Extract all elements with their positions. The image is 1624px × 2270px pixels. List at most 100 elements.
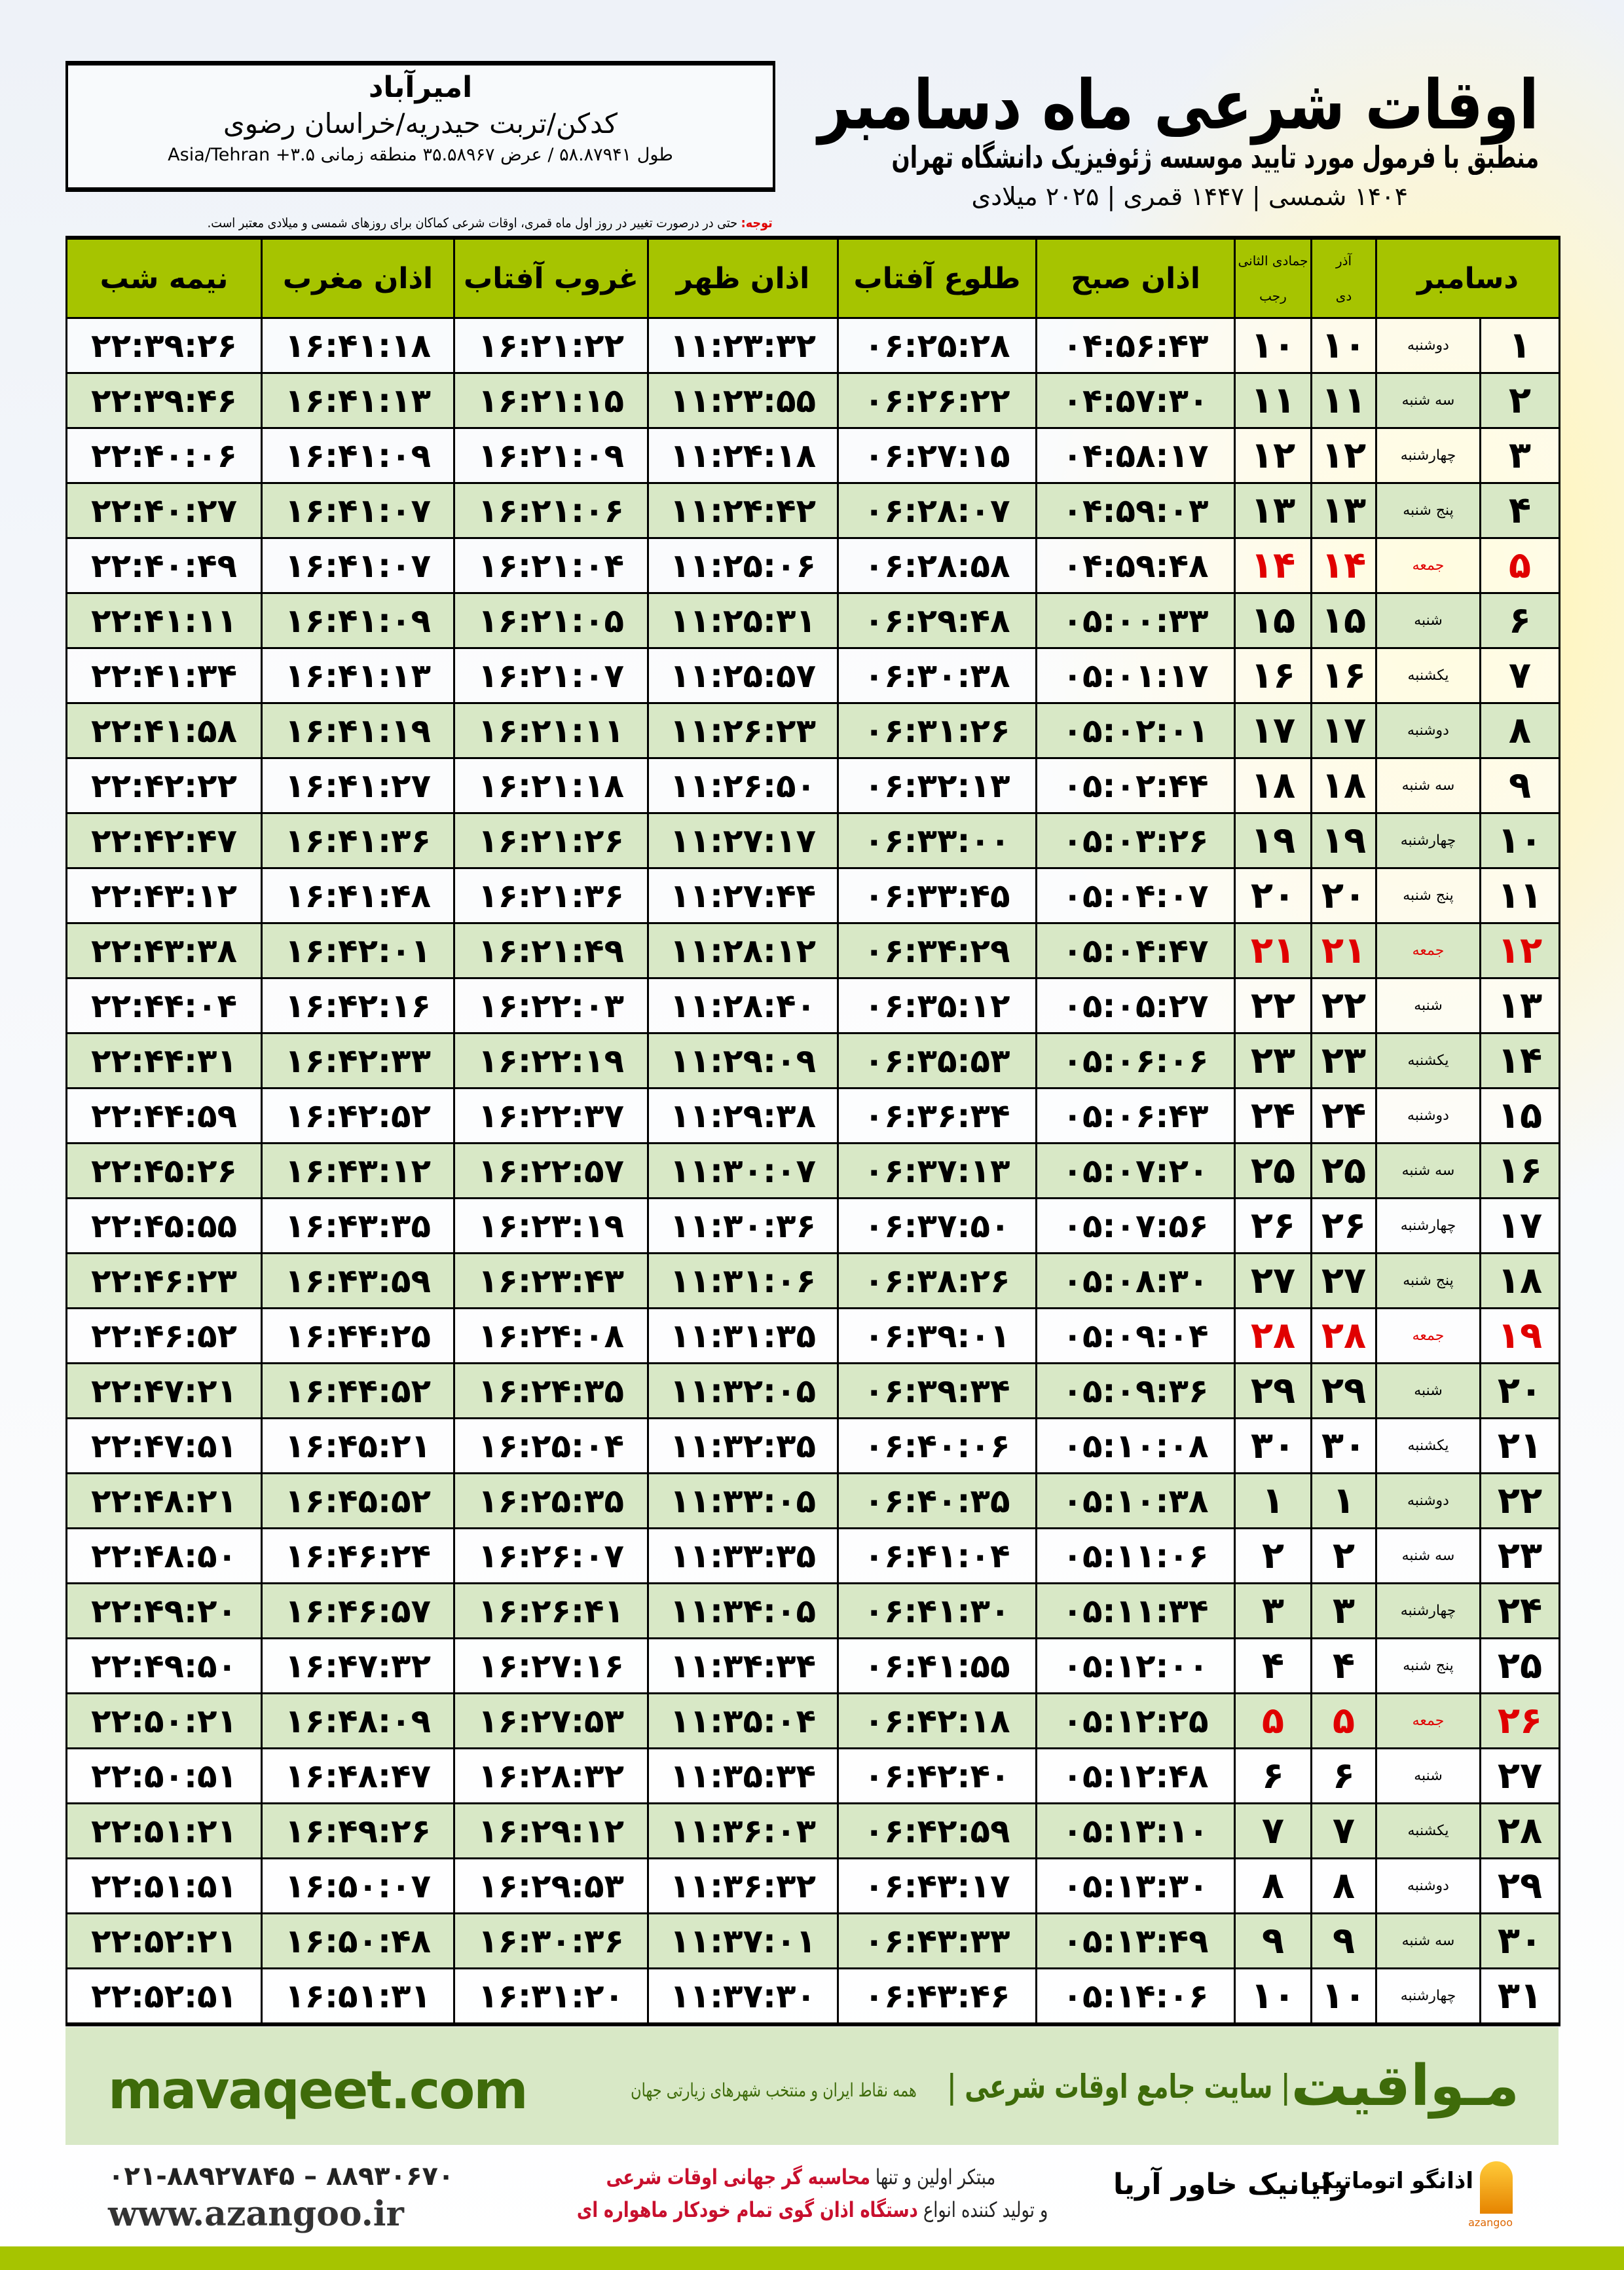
day-number: ۱۹ (1479, 1307, 1561, 1364)
header-qamari-month1: جمادی الثانی (1238, 253, 1308, 269)
qamari-day: ۱۰ (1234, 1967, 1312, 2026)
midnight-time: ۲۲:۴۹:۵۰ (65, 1637, 263, 1694)
day-number: ۱۳ (1479, 977, 1561, 1034)
maghrib-time: ۱۶:۴۳:۳۵ (261, 1197, 455, 1254)
day-number: ۲ (1479, 372, 1561, 429)
sunset-time: ۱۶:۲۲:۳۷ (453, 1087, 649, 1144)
midnight-time: ۲۲:۵۲:۵۱ (65, 1967, 263, 2026)
shamsi-day: ۱۱ (1310, 372, 1377, 429)
mavaqeet-url[interactable]: mavaqeet.com (108, 2060, 528, 2121)
day-number: ۴ (1479, 482, 1561, 539)
shamsi-day: ۳۰ (1310, 1417, 1377, 1474)
dhuhr-time: ۱۱:۳۲:۰۵ (647, 1362, 839, 1419)
maghrib-time: ۱۶:۴۵:۲۱ (261, 1417, 455, 1474)
sunrise-time: ۰۶:۴۲:۴۰ (837, 1747, 1037, 1804)
note-label: توجه: (741, 215, 773, 231)
shamsi-day: ۲۸ (1310, 1307, 1377, 1364)
day-number: ۱۶ (1479, 1142, 1561, 1199)
qamari-day: ۱۲ (1234, 427, 1312, 484)
table-row: ۹ سه شنبه ۱۸ ۱۸ ۰۵:۰۲:۴۴ ۰۶:۳۲:۱۳ ۱۱:۲۶:۵۰ ۱۶:۲… (65, 757, 1561, 814)
day-number: ۱ (1479, 317, 1561, 374)
sunset-time: ۱۶:۲۶:۴۱ (453, 1582, 649, 1639)
header-midnight: نیمه شب (65, 236, 263, 319)
fajr-time: ۰۵:۱۲:۲۵ (1035, 1692, 1236, 1749)
sunrise-time: ۰۶:۲۸:۰۷ (837, 482, 1037, 539)
maghrib-time: ۱۶:۴۱:۲۷ (261, 757, 455, 814)
maghrib-time: ۱۶:۴۲:۳۳ (261, 1032, 455, 1089)
sunrise-time: ۰۶:۲۵:۲۸ (837, 317, 1037, 374)
midnight-time: ۲۲:۴۲:۲۲ (65, 757, 263, 814)
qamari-day: ۱۶ (1234, 647, 1312, 704)
qamari-day: ۲۰ (1234, 867, 1312, 924)
qamari-day: ۱۸ (1234, 757, 1312, 814)
dhuhr-time: ۱۱:۳۳:۳۵ (647, 1527, 839, 1584)
table-row: ۲۵ پنج شنبه ۴ ۴ ۰۵:۱۲:۰۰ ۰۶:۴۱:۵۵ ۱۱:۳۴:۳۴ ۱۶:۲… (65, 1637, 1561, 1694)
fajr-time: ۰۵:۰۶:۰۶ (1035, 1032, 1236, 1089)
sunrise-time: ۰۶:۲۶:۲۲ (837, 372, 1037, 429)
sunset-time: ۱۶:۲۱:۰۶ (453, 482, 649, 539)
dhuhr-time: ۱۱:۲۹:۰۹ (647, 1032, 839, 1089)
dhuhr-time: ۱۱:۲۷:۱۷ (647, 812, 839, 869)
sunset-time: ۱۶:۲۲:۱۹ (453, 1032, 649, 1089)
table-row: ۳ چهارشنبه ۱۲ ۱۲ ۰۴:۵۸:۱۷ ۰۶:۲۷:۱۵ ۱۱:۲۴:۱۸ ۱۶:… (65, 427, 1561, 484)
maghrib-time: ۱۶:۴۸:۰۹ (261, 1692, 455, 1749)
sunrise-time: ۰۶:۲۸:۵۸ (837, 537, 1037, 594)
weekday: پنج شنبه (1375, 1252, 1482, 1309)
shamsi-day: ۷ (1310, 1802, 1377, 1859)
sunrise-time: ۰۶:۲۹:۴۸ (837, 592, 1037, 649)
sunrise-time: ۰۶:۳۱:۲۶ (837, 702, 1037, 759)
sunset-time: ۱۶:۲۷:۱۶ (453, 1637, 649, 1694)
midnight-time: ۲۲:۳۹:۲۶ (65, 317, 263, 374)
midnight-time: ۲۲:۴۴:۵۹ (65, 1087, 263, 1144)
midnight-time: ۲۲:۴۳:۱۲ (65, 867, 263, 924)
midnight-time: ۲۲:۴۰:۰۶ (65, 427, 263, 484)
header-dhuhr: اذان ظهر (647, 236, 839, 319)
maghrib-time: ۱۶:۴۹:۲۶ (261, 1802, 455, 1859)
midnight-time: ۲۲:۴۸:۵۰ (65, 1527, 263, 1584)
qamari-day: ۱۰ (1234, 317, 1312, 374)
qamari-day: ۱۴ (1234, 537, 1312, 594)
page-title: اوقات شرعی ماه دسامبر (818, 65, 1539, 145)
day-number: ۱۲ (1479, 922, 1561, 979)
fajr-time: ۰۵:۰۳:۲۶ (1035, 812, 1236, 869)
midnight-time: ۲۲:۴۱:۱۱ (65, 592, 263, 649)
weekday: شنبه (1375, 592, 1482, 649)
table-row: ۱۱ پنج شنبه ۲۰ ۲۰ ۰۵:۰۴:۰۷ ۰۶:۳۳:۴۵ ۱۱:۲۷:۴۴ ۱۶… (65, 867, 1561, 924)
footer-phone: ۰۲۱-۸۸۹۲۷۸۴۵ – ۸۸۹۳۰۶۷۰ (108, 2161, 454, 2191)
fajr-time: ۰۵:۰۴:۴۷ (1035, 922, 1236, 979)
weekday: دوشنبه (1375, 1472, 1482, 1529)
qamari-day: ۴ (1234, 1637, 1312, 1694)
qamari-day: ۲۷ (1234, 1252, 1312, 1309)
header-qamari-month2: رجب (1259, 288, 1287, 304)
weekday: چهارشنبه (1375, 1197, 1482, 1254)
day-number: ۲۱ (1479, 1417, 1561, 1474)
sunrise-time: ۰۶:۳۳:۴۵ (837, 867, 1037, 924)
qamari-day: ۱۳ (1234, 482, 1312, 539)
fajr-time: ۰۵:۱۳:۳۰ (1035, 1857, 1236, 1914)
qamari-day: ۲۶ (1234, 1197, 1312, 1254)
table-row: ۲۳ سه شنبه ۲ ۲ ۰۵:۱۱:۰۶ ۰۶:۴۱:۰۴ ۱۱:۳۳:۳۵ ۱۶:۲۶… (65, 1527, 1561, 1584)
sunset-time: ۱۶:۲۱:۱۸ (453, 757, 649, 814)
shamsi-day: ۱۰ (1310, 1967, 1377, 2026)
footer-line-1-a: مبتکر اولین و تنها (870, 2165, 995, 2189)
footer-website[interactable]: www.azangoo.ir (108, 2194, 404, 2234)
day-number: ۵ (1479, 537, 1561, 594)
sunset-time: ۱۶:۲۹:۱۲ (453, 1802, 649, 1859)
qamari-day: ۶ (1234, 1747, 1312, 1804)
shamsi-day: ۲۱ (1310, 922, 1377, 979)
dhuhr-time: ۱۱:۳۲:۳۵ (647, 1417, 839, 1474)
maghrib-time: ۱۶:۴۱:۱۳ (261, 372, 455, 429)
maghrib-time: ۱۶:۴۱:۳۶ (261, 812, 455, 869)
dhuhr-time: ۱۱:۲۳:۳۲ (647, 317, 839, 374)
weekday: سه شنبه (1375, 1142, 1482, 1199)
weekday: دوشنبه (1375, 1857, 1482, 1914)
maghrib-time: ۱۶:۴۷:۳۲ (261, 1637, 455, 1694)
maghrib-time: ۱۶:۴۱:۰۹ (261, 427, 455, 484)
table-header-row: دسامبر آذر دی جمادی الثانی رجب اذان صبح طل… (65, 236, 1561, 319)
shamsi-day: ۲۴ (1310, 1087, 1377, 1144)
note: توجه: حتی در درصورت تغییر در روز اول ماه… (208, 214, 773, 232)
fajr-time: ۰۵:۱۲:۰۰ (1035, 1637, 1236, 1694)
midnight-time: ۲۲:۴۵:۵۵ (65, 1197, 263, 1254)
midnight-time: ۲۲:۴۱:۳۴ (65, 647, 263, 704)
sunrise-time: ۰۶:۲۷:۱۵ (837, 427, 1037, 484)
